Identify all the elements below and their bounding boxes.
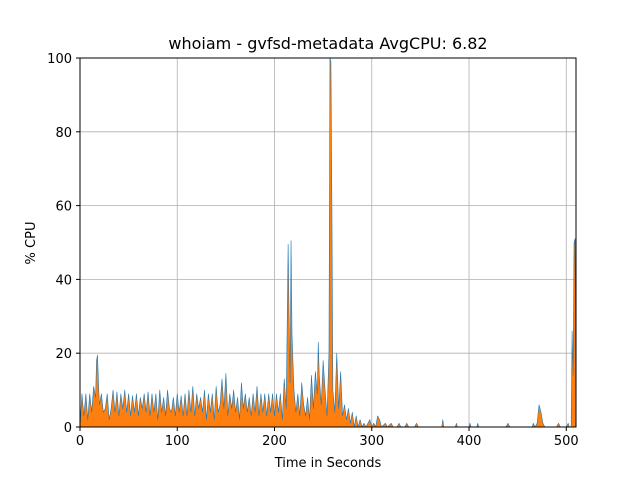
y-tick-label: 80 — [55, 126, 72, 141]
y-tick-label: 100 — [47, 52, 72, 67]
x-tick-label: 500 — [554, 434, 579, 449]
y-tick-label: 20 — [55, 347, 72, 362]
grid-lines — [79, 57, 576, 428]
y-tick-label: 60 — [55, 200, 72, 215]
chart-title: whoiam - gvfsd-metadata AvgCPU: 6.82 — [168, 34, 487, 53]
x-tick-label: 100 — [165, 434, 190, 449]
series-cpu-line — [79, 57, 577, 428]
y-axis-ticks: 0 20 40 60 80 100 — [47, 52, 80, 436]
x-axis-ticks: 0 100 200 300 400 500 — [76, 427, 579, 449]
y-tick-label: 0 — [64, 421, 72, 436]
x-tick-label: 300 — [359, 434, 384, 449]
x-tick-label: 200 — [262, 434, 287, 449]
y-axis-label: % CPU — [24, 222, 39, 265]
y-tick-label: 40 — [55, 273, 72, 288]
x-tick-label: 400 — [457, 434, 482, 449]
plot-frame — [79, 57, 577, 428]
x-tick-label: 0 — [76, 434, 84, 449]
x-axis-label: Time in Seconds — [274, 456, 382, 471]
